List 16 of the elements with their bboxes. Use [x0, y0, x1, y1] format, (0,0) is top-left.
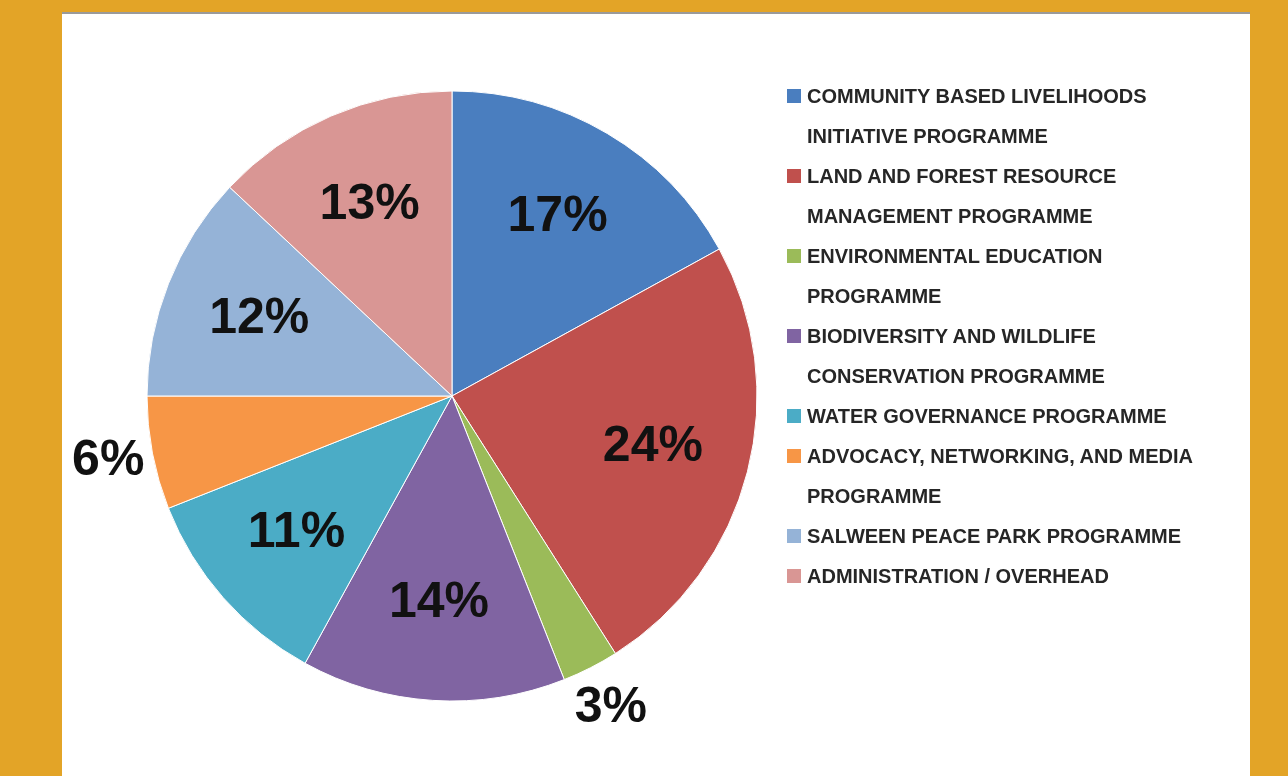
data-label: 13% [319, 174, 420, 231]
data-label: 12% [209, 288, 310, 345]
data-label: 24% [602, 416, 703, 473]
legend-label: LAND AND FOREST RESOURCE MANAGEMENT PROGRAMME [807, 164, 1118, 229]
legend-label: BIODIVERSITY AND WILDLIFE CONSERVATION PROGRAMME [807, 324, 1106, 389]
legend-label: WATER GOVERNANCE PROGRAMME [807, 404, 1167, 429]
legend-label: ADVOCACY, NETWORKING, AND MEDIA PROGRAMME [807, 444, 1194, 509]
legend-label: COMMUNITY BASED LIVELIHOODS INITIATIVE PROGRAMME [807, 84, 1148, 149]
legend-label: ADMINISTRATION / OVERHEAD [807, 564, 1109, 589]
legend-label: SALWEEN PEACE PARK PROGRAMME [807, 524, 1182, 549]
data-label: 17% [507, 186, 608, 243]
data-label: 3% [574, 676, 648, 733]
data-label: 11% [247, 501, 346, 558]
data-label: 6% [72, 430, 145, 487]
legend-label: ENVIRONMENTAL EDUCATION PROGRAMME [807, 244, 1104, 309]
data-label: 14% [388, 571, 490, 628]
